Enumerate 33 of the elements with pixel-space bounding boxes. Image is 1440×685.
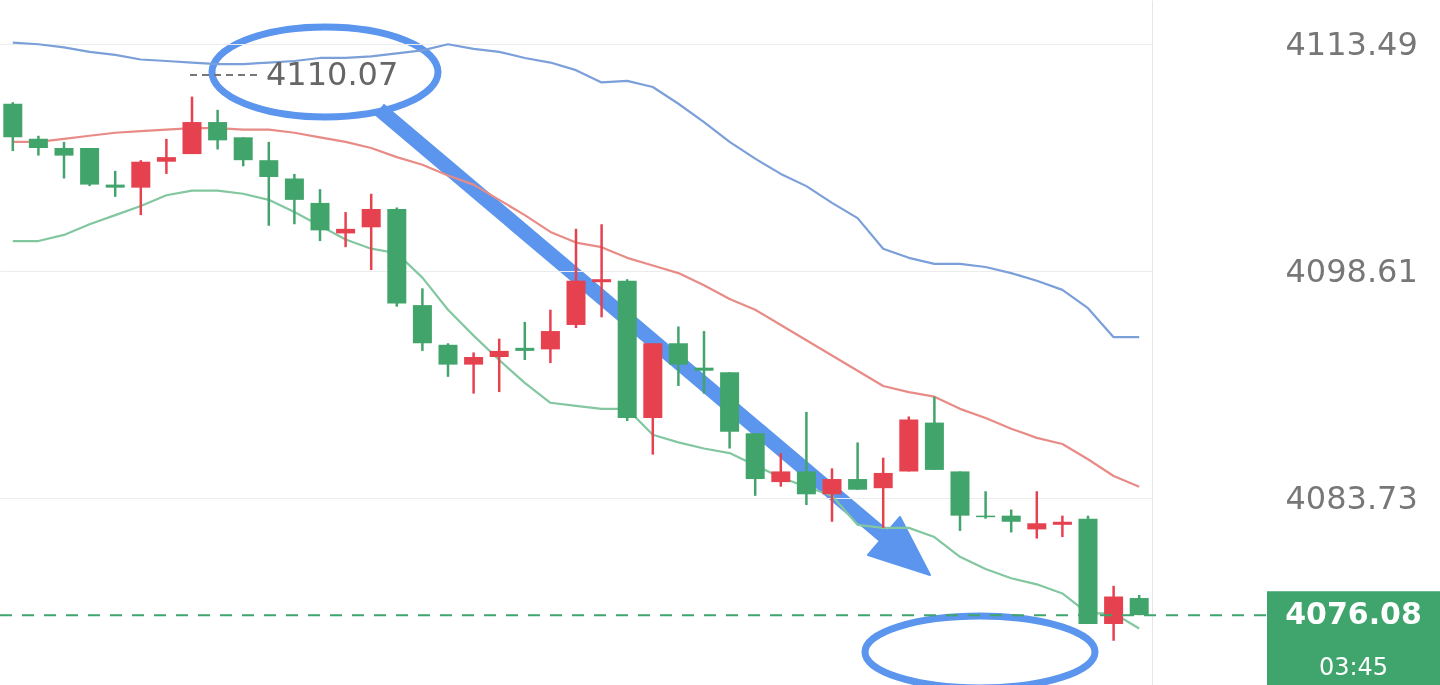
candlestick (1001, 508, 1021, 534)
candlestick (1052, 514, 1072, 539)
y-tick-label: 4098.61 (1285, 251, 1418, 290)
candlestick (848, 441, 868, 491)
line-series (11, 41, 1141, 339)
candlestick (105, 169, 125, 199)
candlestick (28, 134, 48, 157)
candlestick (54, 140, 74, 180)
candlestick (694, 329, 714, 395)
annotation: 4110.07 (266, 55, 399, 93)
candlestick (438, 342, 458, 379)
candlestick (515, 320, 535, 362)
line-series (11, 189, 1141, 630)
candlestick (489, 337, 509, 394)
candlestick (873, 456, 893, 530)
y-tick-label: 4113.49 (1285, 24, 1418, 63)
candlestick (592, 223, 612, 319)
y-tick-label: 4083.73 (1285, 478, 1418, 517)
ref-line-label: 4076.08 (1285, 596, 1422, 632)
candlestick (1027, 490, 1047, 540)
candlestick (208, 108, 228, 151)
candlestick (796, 410, 816, 507)
candlestick (156, 137, 176, 176)
candlestick (668, 325, 688, 388)
candlestick (771, 451, 791, 488)
candlestick (284, 172, 304, 226)
candlestick (259, 140, 279, 228)
candlestick (464, 351, 484, 395)
candlestick (540, 308, 560, 365)
candlestick (822, 467, 842, 524)
text: 03:45 (1318, 653, 1389, 681)
candlestick (233, 136, 253, 168)
candlestick (361, 192, 381, 272)
